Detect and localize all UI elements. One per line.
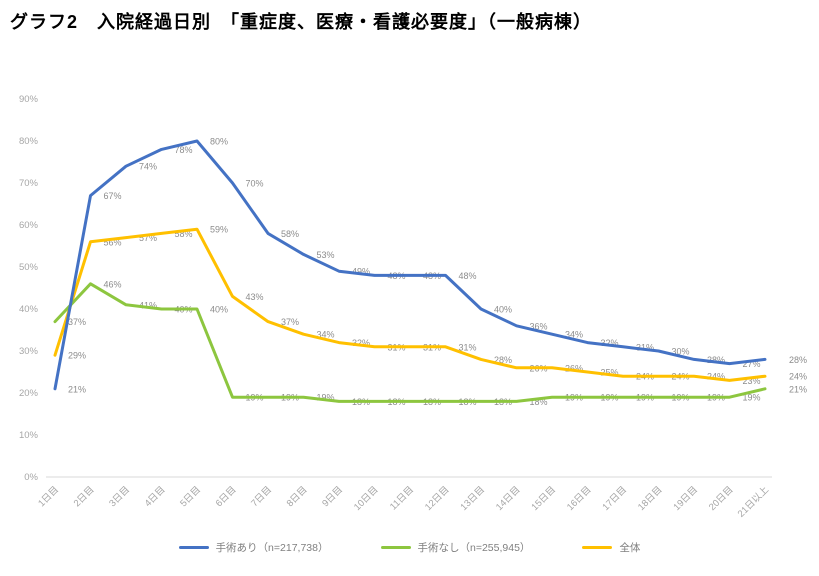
- data-label: 37%: [281, 317, 299, 327]
- data-label: 49%: [352, 267, 370, 277]
- data-label: 57%: [139, 233, 157, 243]
- data-label: 28%: [707, 355, 725, 365]
- data-label: 19%: [317, 393, 335, 403]
- y-axis-tick-label: 30%: [19, 346, 39, 357]
- legend-label: 全体: [619, 542, 641, 554]
- data-label: 58%: [175, 229, 193, 239]
- x-axis-label: 5日目: [178, 484, 203, 509]
- line-swatch-yellow: [582, 546, 613, 549]
- x-axis-label: 2日目: [72, 484, 97, 509]
- series-line-0: [53, 139, 767, 391]
- data-label: 59%: [210, 225, 228, 235]
- legend-label: 手術なし（n=255,945）: [417, 542, 531, 554]
- x-axis-label: 11日目: [388, 484, 416, 512]
- data-label: 48%: [459, 271, 477, 281]
- y-axis-tick-label: 10%: [19, 430, 39, 441]
- data-label: 78%: [175, 145, 193, 155]
- data-label: 32%: [352, 338, 370, 348]
- x-axis-label: 6日目: [214, 484, 239, 509]
- x-axis-label: 7日目: [249, 484, 274, 509]
- data-label: 40%: [210, 305, 228, 315]
- x-axis-label: 1日目: [36, 484, 61, 509]
- data-label: 67%: [104, 191, 122, 201]
- data-label: 28%: [789, 355, 807, 365]
- y-axis-tick-label: 50%: [19, 262, 39, 273]
- y-axis-tick-label: 60%: [19, 220, 39, 231]
- x-axis-label: 8日目: [285, 484, 310, 509]
- data-label: 74%: [139, 162, 157, 172]
- x-axis-label: 18日目: [636, 484, 665, 513]
- chart-title: グラフ2 入院経過日別 「重症度、医療・看護必要度」（一般病棟）: [10, 12, 593, 32]
- data-label: 34%: [317, 330, 335, 340]
- legend-item-with-surgery: 手術あり（n=217,738）: [178, 540, 329, 555]
- data-label: 41%: [139, 300, 157, 310]
- data-label: 25%: [601, 368, 619, 378]
- data-label: 27%: [743, 359, 761, 369]
- data-label: 53%: [317, 250, 335, 260]
- data-label: 46%: [104, 279, 122, 289]
- line-swatch-blue: [178, 546, 209, 549]
- data-label: 24%: [707, 372, 725, 382]
- legend-item-overall: 全体: [582, 540, 640, 555]
- data-label: 21%: [789, 384, 807, 394]
- data-label: 80%: [210, 137, 228, 147]
- y-axis-tick-label: 40%: [19, 304, 39, 315]
- x-axis-label: 17日目: [600, 484, 629, 513]
- data-label: 19%: [743, 393, 761, 403]
- legend-label: 手術あり（n=217,738）: [215, 542, 329, 554]
- x-axis-label: 20日目: [707, 484, 736, 513]
- data-label: 23%: [743, 376, 761, 386]
- data-label: 30%: [672, 347, 690, 357]
- data-label: 28%: [494, 355, 512, 365]
- legend: 手術あり（n=217,738） 手術なし（n=255,945） 全体: [0, 540, 819, 555]
- series-line-1: [53, 282, 767, 403]
- x-axis-label: 13日目: [458, 484, 487, 513]
- y-axis-tick-label: 90%: [19, 94, 39, 105]
- x-axis-label: 19日目: [671, 484, 700, 513]
- x-axis-label: 12日目: [423, 484, 452, 513]
- x-axis-label: 15日目: [529, 484, 558, 513]
- data-label: 37%: [68, 317, 86, 327]
- data-label: 21%: [68, 384, 86, 394]
- x-axis-label: 3日目: [107, 484, 132, 509]
- x-axis-label: 4日目: [143, 484, 168, 509]
- y-axis-tick-label: 80%: [19, 136, 39, 147]
- data-label: 36%: [530, 321, 548, 331]
- data-label: 40%: [494, 305, 512, 315]
- data-label: 24%: [789, 372, 807, 382]
- legend-item-without-surgery: 手術なし（n=255,945）: [380, 540, 531, 555]
- y-axis-tick-label: 0%: [24, 472, 38, 483]
- data-label: 70%: [246, 179, 264, 189]
- data-label: 31%: [459, 342, 477, 352]
- data-label: 43%: [246, 292, 264, 302]
- data-label: 58%: [281, 229, 299, 239]
- x-axis-label: 14日目: [494, 484, 523, 513]
- line-swatch-green: [380, 546, 411, 549]
- data-label: 32%: [601, 338, 619, 348]
- data-label: 18%: [530, 397, 548, 407]
- x-axis-label: 9日目: [320, 484, 345, 509]
- data-label: 29%: [68, 351, 86, 361]
- data-label: 34%: [565, 330, 583, 340]
- x-axis-label: 21日以上: [736, 484, 772, 520]
- y-axis-tick-label: 20%: [19, 388, 39, 399]
- x-axis-label: 10日目: [352, 484, 381, 513]
- data-label: 56%: [104, 237, 122, 247]
- data-label: 26%: [565, 363, 583, 373]
- y-axis-tick-label: 70%: [19, 178, 39, 189]
- x-axis-label: 16日目: [565, 484, 594, 513]
- series-line-2: [53, 227, 767, 382]
- data-label: 31%: [636, 342, 654, 352]
